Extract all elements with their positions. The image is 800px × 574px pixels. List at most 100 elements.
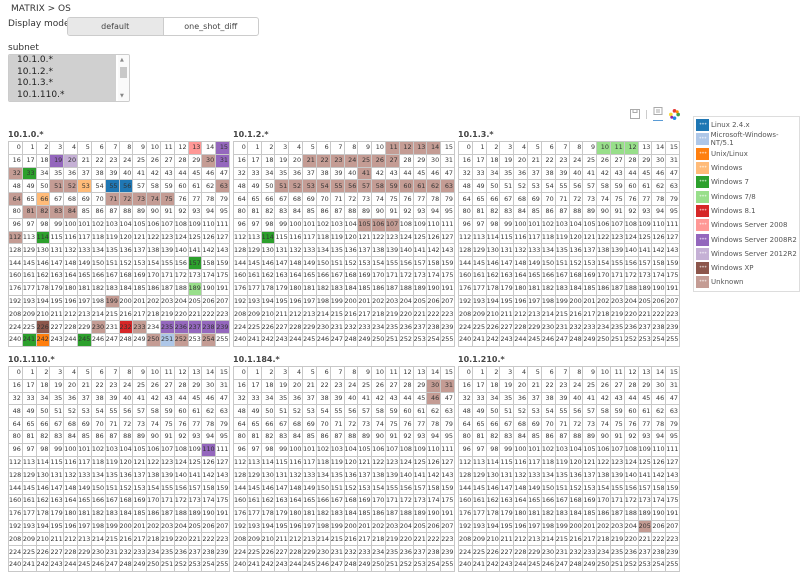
ip-cell[interactable]: 127 — [665, 455, 680, 470]
ip-cell[interactable]: 244 — [288, 557, 304, 572]
ip-cell[interactable]: 139 — [159, 468, 175, 483]
ip-cell[interactable]: 162 — [485, 493, 501, 508]
ip-cell[interactable]: 163 — [49, 493, 65, 508]
ip-cell[interactable]: 135 — [104, 468, 120, 483]
ip-cell[interactable]: 132 — [288, 468, 304, 483]
ip-cell[interactable]: 49 — [471, 404, 487, 419]
ip-cell[interactable]: 36 — [513, 166, 529, 181]
ip-cell[interactable]: 250 — [146, 332, 161, 347]
ip-cell[interactable]: 202 — [371, 519, 386, 534]
ip-cell[interactable]: 227 — [49, 545, 65, 559]
ip-cell[interactable]: 101 — [77, 442, 92, 457]
ip-cell[interactable]: 0 — [233, 141, 248, 155]
ip-cell[interactable]: 139 — [384, 468, 400, 483]
ip-cell[interactable]: 117 — [527, 230, 542, 245]
ip-cell[interactable]: 251 — [384, 332, 400, 347]
ip-cell[interactable]: 168 — [343, 493, 359, 508]
ip-cell[interactable]: 75 — [609, 417, 625, 431]
ip-cell[interactable]: 74 — [146, 192, 161, 206]
ip-cell[interactable]: 85 — [302, 429, 317, 444]
ip-cell[interactable]: 111 — [665, 442, 680, 457]
ip-cell[interactable]: 124 — [173, 455, 189, 470]
ip-cell[interactable]: 239 — [440, 320, 455, 334]
ip-cell[interactable]: 202 — [596, 519, 611, 534]
ip-cell[interactable]: 122 — [371, 230, 386, 245]
ip-cell[interactable]: 249 — [357, 557, 373, 572]
ip-cell[interactable]: 236 — [623, 545, 639, 559]
ip-cell[interactable]: 5 — [302, 366, 317, 380]
ip-cell[interactable]: 226 — [260, 320, 276, 334]
ip-cell[interactable]: 242 — [260, 332, 276, 347]
ip-cell[interactable]: 59 — [609, 179, 625, 194]
ip-cell[interactable]: 8 — [343, 366, 359, 380]
ip-cell[interactable]: 201 — [582, 294, 598, 309]
ip-cell[interactable]: 74 — [596, 192, 611, 206]
ip-cell[interactable]: 114 — [260, 230, 276, 245]
ip-cell[interactable]: 11 — [384, 366, 400, 380]
ip-cell[interactable]: 10 — [146, 366, 161, 380]
ip-cell[interactable]: 15 — [440, 366, 455, 380]
ip-cell[interactable]: 89 — [582, 429, 598, 444]
ip-cell[interactable]: 41 — [357, 391, 373, 406]
ip-cell[interactable]: 54 — [90, 179, 106, 194]
subnet-option[interactable]: 10.1.2.* — [9, 66, 116, 78]
ip-cell[interactable]: 211 — [49, 307, 65, 322]
ip-cell[interactable]: 13 — [637, 366, 653, 380]
ip-cell[interactable]: 5 — [77, 366, 92, 380]
ip-cell[interactable]: 81 — [471, 204, 487, 219]
ip-cell[interactable]: 156 — [173, 256, 189, 270]
ip-cell[interactable]: 174 — [201, 268, 217, 283]
ip-cell[interactable]: 131 — [499, 468, 515, 483]
ip-cell[interactable]: 153 — [357, 256, 373, 270]
ip-cell[interactable]: 70 — [315, 192, 331, 206]
ip-cell[interactable]: 163 — [499, 493, 515, 508]
ip-cell[interactable]: 4 — [513, 141, 529, 155]
ip-cell[interactable]: 182 — [90, 281, 106, 296]
ip-cell[interactable]: 88 — [568, 429, 584, 444]
ip-cell[interactable]: 127 — [440, 455, 455, 470]
ip-cell[interactable]: 229 — [302, 545, 317, 559]
ip-cell[interactable]: 24 — [118, 153, 134, 168]
ip-cell[interactable]: 102 — [90, 442, 106, 457]
ip-cell[interactable]: 154 — [596, 481, 611, 495]
ip-cell[interactable]: 49 — [471, 179, 487, 194]
ip-cell[interactable]: 19 — [499, 378, 515, 393]
ip-cell[interactable]: 255 — [665, 557, 680, 572]
ip-cell[interactable]: 134 — [540, 468, 556, 483]
ip-cell[interactable]: 205 — [637, 294, 653, 309]
ip-cell[interactable]: 224 — [233, 320, 248, 334]
ip-cell[interactable]: 72 — [343, 417, 359, 431]
ip-cell[interactable]: 80 — [458, 429, 473, 444]
ip-cell[interactable]: 100 — [63, 217, 79, 232]
ip-cell[interactable]: 125 — [187, 455, 203, 470]
ip-cell[interactable]: 84 — [63, 429, 79, 444]
ip-cell[interactable]: 151 — [554, 256, 570, 270]
ip-cell[interactable]: 37 — [302, 166, 317, 181]
ip-cell[interactable]: 145 — [21, 256, 37, 270]
ip-cell[interactable]: 131 — [49, 243, 65, 258]
ip-cell[interactable]: 118 — [315, 455, 331, 470]
ip-cell[interactable]: 162 — [260, 268, 276, 283]
ip-cell[interactable]: 254 — [426, 332, 442, 347]
ip-cell[interactable]: 215 — [329, 307, 345, 322]
ip-cell[interactable]: 210 — [35, 532, 51, 547]
ip-cell[interactable]: 101 — [77, 217, 92, 232]
ip-cell[interactable]: 102 — [540, 217, 556, 232]
ip-cell[interactable]: 234 — [146, 545, 161, 559]
ip-cell[interactable]: 161 — [471, 268, 487, 283]
ip-cell[interactable]: 16 — [233, 153, 248, 168]
ip-cell[interactable]: 232 — [568, 320, 584, 334]
ip-cell[interactable]: 229 — [77, 320, 92, 334]
ip-cell[interactable]: 130 — [485, 468, 501, 483]
ip-cell[interactable]: 246 — [90, 557, 106, 572]
ip-cell[interactable]: 25 — [132, 378, 148, 393]
ip-cell[interactable]: 77 — [637, 417, 653, 431]
ip-cell[interactable]: 113 — [471, 230, 487, 245]
ip-cell[interactable]: 233 — [582, 320, 598, 334]
ip-cell[interactable]: 19 — [274, 378, 290, 393]
ip-cell[interactable]: 146 — [485, 256, 501, 270]
ip-cell[interactable]: 216 — [568, 307, 584, 322]
ip-cell[interactable]: 124 — [623, 455, 639, 470]
ip-cell[interactable]: 1 — [471, 141, 487, 155]
ip-cell[interactable]: 114 — [485, 455, 501, 470]
